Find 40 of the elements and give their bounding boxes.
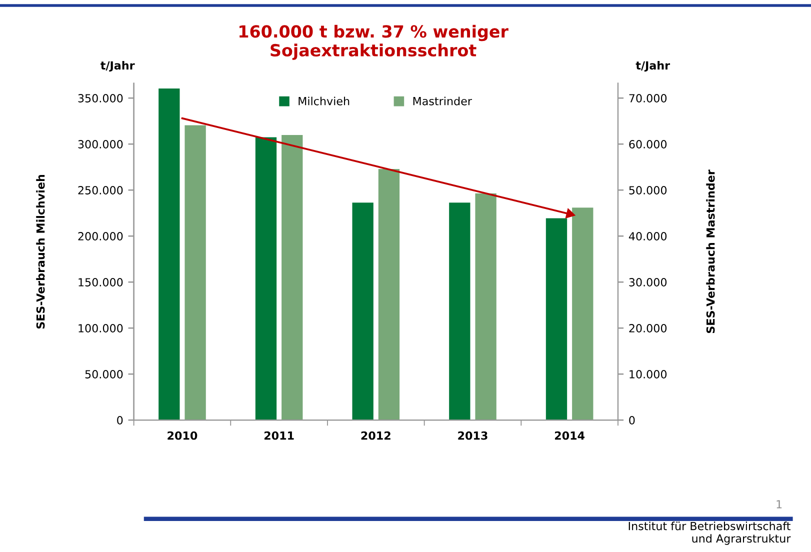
y2-tick-label: 30.000 xyxy=(629,278,667,286)
y2-tick-label: 70.000 xyxy=(629,94,667,102)
bar xyxy=(351,201,375,420)
x-tick-label: 2012 xyxy=(361,431,390,440)
bar xyxy=(448,201,472,420)
y-tick-label: 150.000 xyxy=(78,278,123,286)
bar xyxy=(570,206,594,420)
y-tick-label: 50.000 xyxy=(85,370,123,378)
y-tick-label: 0 xyxy=(117,416,123,424)
bar xyxy=(474,192,498,420)
bar xyxy=(280,134,304,420)
y2-tick-label: 60.000 xyxy=(629,140,667,148)
text: t/Jahr xyxy=(100,61,135,72)
legend-label: Mastrinder xyxy=(413,96,472,106)
y2-tick-label: 20.000 xyxy=(629,324,667,332)
y-tick-label: 100.000 xyxy=(78,324,123,332)
bar xyxy=(544,217,568,420)
y2-axis-title: SES-Verbrauch Mastrinder xyxy=(706,170,715,334)
y2-tick-label: 50.000 xyxy=(629,186,667,194)
y2-tick-label: 40.000 xyxy=(628,232,667,240)
x-tick-label: 2014 xyxy=(554,431,585,440)
chart-title: 160.000 t bzw. 37 % weniger Sojaextraktionsschrot xyxy=(240,24,508,60)
text: 1 xyxy=(776,500,782,508)
y-tick-label: 300.000 xyxy=(78,140,123,148)
x-tick-label: 2010 xyxy=(168,431,198,440)
y2-tick-label: 10.000 xyxy=(630,370,667,378)
y2-tick-label: 0 xyxy=(629,416,635,424)
y-tick-label: 250.000 xyxy=(78,186,123,194)
y-tick-label: 200.000 xyxy=(78,232,123,240)
legend-label: Milchvieh xyxy=(298,96,350,106)
bar xyxy=(254,136,278,420)
x-tick-label: 2011 xyxy=(264,431,294,440)
bar xyxy=(184,124,207,420)
bar xyxy=(377,168,401,420)
x-tick-label: 2013 xyxy=(458,431,488,440)
text: t/Jahr xyxy=(636,61,670,72)
text: Institut für Betriebswirtschaft und Agrarstruktur xyxy=(628,522,791,545)
y-axis-title: SES-Verbrauch Milchvieh xyxy=(36,174,45,329)
y-tick-label: 350.000 xyxy=(78,94,123,102)
bar xyxy=(157,87,181,420)
